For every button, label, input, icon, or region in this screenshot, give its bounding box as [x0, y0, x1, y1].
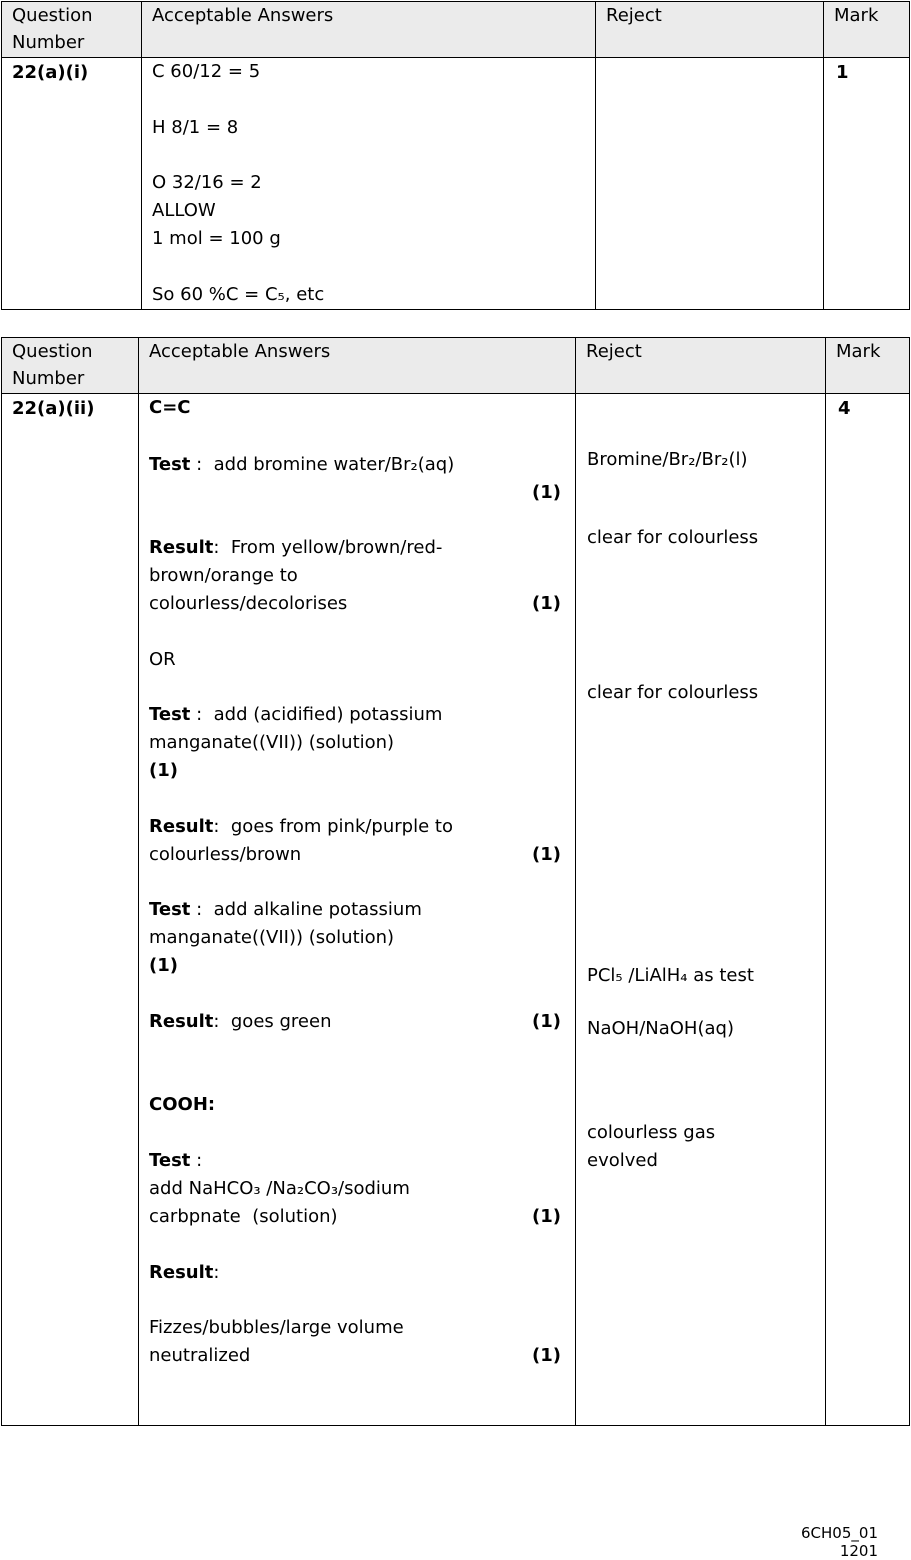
header-cell — [1, 337, 139, 394]
answer-line: O 32/16 = 2 — [152, 172, 262, 193]
header-text: Question Number — [12, 5, 93, 53]
answer-line: Test : add (acidified) potassium — [149, 701, 561, 729]
answer-line: 1 mol = 100 g — [152, 228, 281, 249]
body-cell — [1, 393, 139, 1426]
bold-text: Result — [149, 816, 214, 837]
answer-line: So 60 %C = C₅, etc — [152, 284, 325, 305]
answer-line: Test : — [149, 1147, 561, 1175]
question-number: 22(a)(ii) — [12, 398, 95, 419]
answer-line: C=C — [149, 394, 561, 422]
answer-line: carbpnate (solution) (1) — [149, 1203, 561, 1231]
answer-text: : — [190, 1150, 203, 1171]
reject-line: colourless gas — [587, 1122, 716, 1143]
answer-line: ALLOW — [152, 200, 216, 221]
answer-text: brown/orange to — [149, 565, 298, 586]
answer-line: (1) — [149, 952, 561, 980]
answer-line: add NaHCO₃ /Na₂CO₃/sodium — [149, 1175, 561, 1203]
bold-text: Result — [149, 1262, 214, 1283]
header-text: Mark — [836, 341, 881, 362]
header-cell — [141, 1, 596, 58]
header-cell — [1, 1, 142, 58]
mark-value: (1) — [532, 844, 561, 865]
bold-text: Test — [149, 454, 191, 475]
answer-line: Result: — [149, 1259, 561, 1287]
header-cell — [575, 337, 826, 394]
answer-line: Fizzes/bubbles/large volume — [149, 1314, 561, 1342]
answer-text: OR — [149, 649, 176, 670]
mark-value: (1) — [532, 1206, 561, 1227]
answer-text: manganate((VII)) (solution) — [149, 927, 395, 948]
body-cell — [823, 57, 910, 310]
bold-text: Test — [149, 1150, 191, 1171]
answer-line: Result: From yellow/brown/red- — [149, 534, 561, 562]
answer-text: add NaHCO₃ /Na₂CO₃/sodium — [149, 1178, 410, 1199]
answer-text: neutralized — [149, 1345, 251, 1366]
answer-text: colourless/brown — [149, 844, 302, 865]
bold-text: (1) — [149, 955, 178, 976]
reject-line: NaOH/NaOH(aq) — [587, 1018, 734, 1039]
reject-line: clear for colourless — [587, 682, 759, 703]
answer-line: neutralized (1) — [149, 1342, 561, 1370]
mark-total: 4 — [838, 398, 851, 419]
reject-line: clear for colourless — [587, 527, 759, 548]
answer-line: manganate((VII)) (solution) — [149, 924, 561, 952]
answer-line: C 60/12 = 5 — [152, 61, 261, 82]
body-cell — [1, 57, 142, 310]
bold-text: COOH: — [149, 1094, 216, 1115]
answer-line: (1) — [149, 757, 561, 785]
answer-line: Test : add alkaline potassium — [149, 896, 561, 924]
mark-total: 1 — [836, 62, 849, 83]
mark-value: (1) — [532, 593, 561, 614]
mark-value: (1) — [532, 482, 561, 503]
answer-text: : add (acidified) potassium — [190, 704, 443, 725]
reject-line: Bromine/Br₂/Br₂(l) — [587, 449, 748, 470]
header-text: Mark — [834, 5, 879, 26]
bold-text: Test — [149, 704, 191, 725]
answer-line: brown/orange to — [149, 562, 561, 590]
bold-text: Result — [149, 1011, 214, 1032]
bold-text: Test — [149, 899, 191, 920]
header-text: Acceptable Answers — [152, 5, 334, 26]
answer-line: COOH: — [149, 1091, 561, 1119]
reject-line: evolved — [587, 1150, 658, 1171]
answer-line: colourless/decolorises (1) — [149, 590, 561, 618]
mark-value: (1) — [532, 1011, 561, 1032]
answer-line: H 8/1 = 8 — [152, 117, 239, 138]
answer-text: : add alkaline potassium — [190, 899, 422, 920]
answer-text: manganate((VII)) (solution) — [149, 732, 395, 753]
header-cell — [825, 337, 910, 394]
footer-number: 1201 — [839, 1542, 878, 1560]
answer-text: : goes green — [213, 1011, 332, 1032]
answer-text: : add bromine water/Br₂(aq) — [190, 454, 455, 475]
bold-text: C=C — [149, 397, 191, 418]
answer-text: Fizzes/bubbles/large volume — [149, 1317, 404, 1338]
answer-line: (1) — [149, 479, 561, 507]
answer-text: : — [213, 1262, 220, 1283]
answer-text: : goes from pink/purple to — [213, 816, 453, 837]
answer-text: carbpnate (solution) — [149, 1206, 338, 1227]
answer-line: Test : add bromine water/Br₂(aq) — [149, 451, 561, 479]
body-cell — [825, 393, 910, 1426]
header-text: Acceptable Answers — [149, 341, 331, 362]
bold-text: Result — [149, 537, 214, 558]
answer-line: colourless/brown (1) — [149, 841, 561, 869]
question-number: 22(a)(i) — [12, 62, 89, 83]
answer-line: manganate((VII)) (solution) — [149, 729, 561, 757]
answer-text: : From yellow/brown/red- — [213, 537, 443, 558]
answer-text: colourless/decolorises — [149, 593, 348, 614]
footer-code: 6CH05_01 — [801, 1524, 878, 1542]
answer-line: Result: goes from pink/purple to — [149, 813, 561, 841]
body-cell — [595, 57, 824, 310]
mark-value: (1) — [532, 1345, 561, 1366]
header-text: Question Number — [12, 341, 93, 389]
bold-text: (1) — [149, 760, 178, 781]
header-text: Reject — [586, 341, 642, 362]
header-cell — [138, 337, 576, 394]
answer-line: Result: goes green (1) — [149, 1008, 561, 1036]
reject-line: PCl₅ /LiAlH₄ as test — [587, 965, 754, 986]
header-text: Reject — [606, 5, 662, 26]
answer-line: OR — [149, 646, 561, 674]
